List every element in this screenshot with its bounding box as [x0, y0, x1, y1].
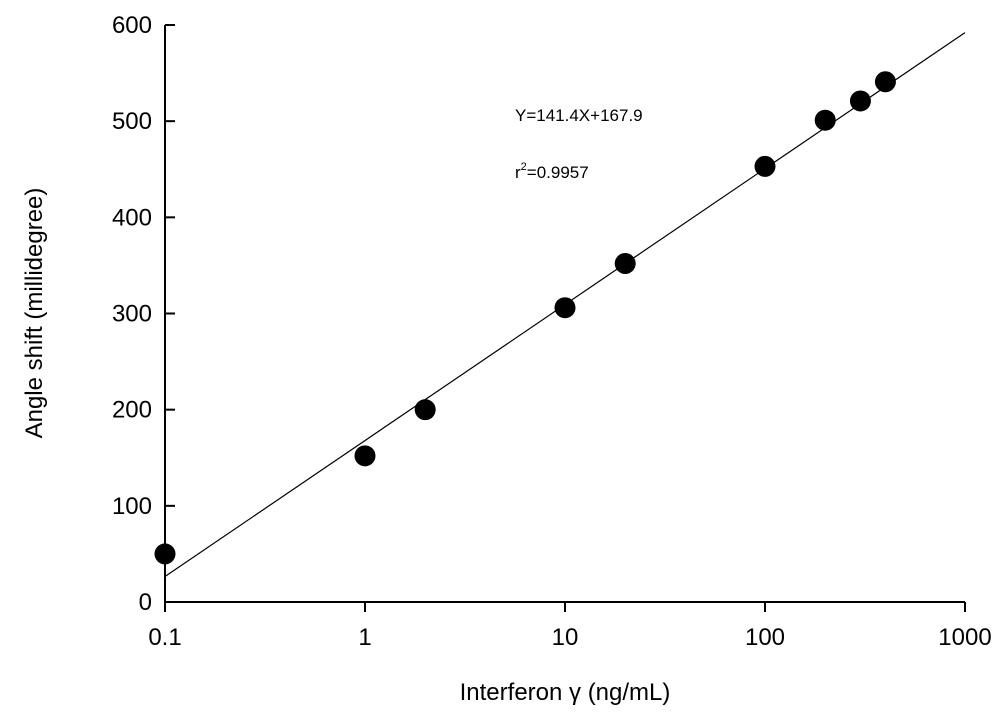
data-point — [814, 109, 836, 131]
y-tick-label: 200 — [112, 397, 152, 424]
data-point — [874, 71, 896, 93]
y-tick-label: 300 — [112, 301, 152, 328]
data-points — [154, 71, 896, 565]
data-point — [614, 252, 636, 274]
y-tick-label: 100 — [112, 493, 152, 520]
x-axis-title: Interferon γ (ng/mL) — [460, 679, 671, 706]
data-point — [354, 445, 376, 467]
x-ticks: 0.1 1 10 100 1000 — [148, 602, 992, 651]
y-tick-label: 0 — [139, 589, 152, 616]
data-point — [849, 90, 871, 112]
r-squared-annotation: r2=0.9957 — [515, 161, 589, 182]
y-axis-title: Angle shift (millidegree) — [21, 188, 48, 439]
y-tick-label: 400 — [112, 204, 152, 231]
y-ticks: 0 100 200 300 400 500 600 — [112, 12, 175, 616]
y-tick-label: 600 — [112, 12, 152, 39]
x-tick-label: 1 — [358, 624, 371, 651]
data-point — [154, 543, 176, 565]
y-tick-label: 500 — [112, 108, 152, 135]
x-tick-label: 1000 — [938, 624, 991, 651]
data-point — [754, 155, 776, 177]
x-tick-label: 0.1 — [148, 624, 181, 651]
x-tick-label: 100 — [745, 624, 785, 651]
r-squared-prefix: r — [515, 163, 521, 182]
r-squared-superscript: 2 — [521, 161, 527, 173]
data-point — [414, 399, 436, 421]
r-squared-value: =0.9957 — [527, 163, 589, 182]
data-point — [554, 297, 576, 319]
equation-annotation: Y=141.4X+167.9 — [515, 106, 643, 125]
x-tick-label: 10 — [552, 624, 579, 651]
